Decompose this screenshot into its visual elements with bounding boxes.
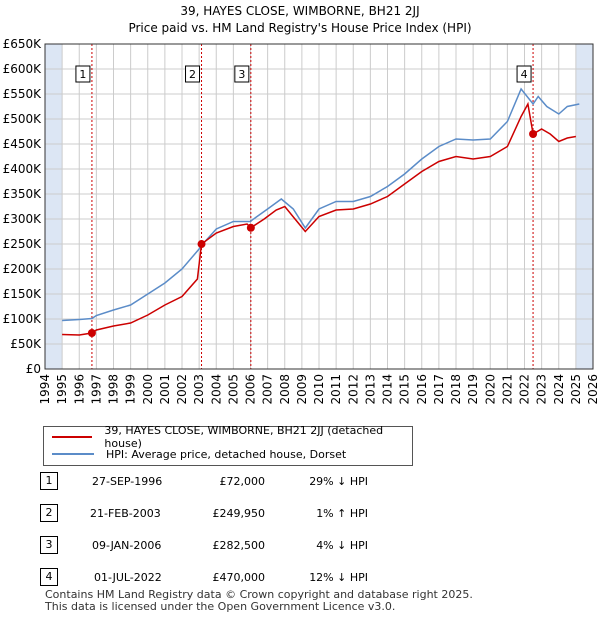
sale-date: 09-JAN-2006 xyxy=(92,539,162,552)
y-tick-label: £350K xyxy=(3,187,43,201)
footer-line-2: This data is licensed under the Open Gov… xyxy=(45,600,396,613)
sale-date: 21-FEB-2003 xyxy=(90,507,161,520)
x-tick-label: 2023 xyxy=(535,374,549,405)
sale-delta: 12% ↓ HPI xyxy=(309,571,368,584)
x-tick-label: 1997 xyxy=(89,374,103,405)
x-tick-label: 2020 xyxy=(483,374,497,405)
sale-delta: 1% ↑ HPI xyxy=(316,507,368,520)
x-tick-label: 1996 xyxy=(72,374,86,405)
footer-attribution: Contains HM Land Registry data © Crown c… xyxy=(45,589,473,613)
footer-line-1: Contains HM Land Registry data © Crown c… xyxy=(45,588,473,601)
y-tick-label: £150K xyxy=(3,287,43,301)
x-tick-label: 2016 xyxy=(415,374,429,405)
legend-item-hpi: HPI: Average price, detached house, Dors… xyxy=(52,446,346,462)
sale-label: 3 xyxy=(238,68,245,81)
x-tick-label: 2006 xyxy=(244,374,258,405)
y-tick-label: £250K xyxy=(3,237,43,251)
sale-point xyxy=(529,130,538,138)
y-tick-label: £650K xyxy=(3,37,43,51)
x-tick-label: 2003 xyxy=(192,374,206,405)
shaded-range xyxy=(45,44,63,369)
x-tick-label: 2001 xyxy=(158,374,172,405)
x-tick-label: 1998 xyxy=(107,374,121,405)
chart-legend: 39, HAYES CLOSE, WIMBORNE, BH21 2JJ (det… xyxy=(43,424,413,466)
x-tick-label: 2021 xyxy=(500,374,514,405)
sale-label: 2 xyxy=(189,68,196,81)
x-tick-label: 2024 xyxy=(552,374,566,405)
x-tick-label: 2009 xyxy=(295,374,309,405)
legend-label-hpi: HPI: Average price, detached house, Dors… xyxy=(106,447,347,461)
price-chart: 1 2 3 4 £0 £50K £100K £150K £200K £250K £300K £350K… xyxy=(3,37,600,405)
x-tick-label: 2012 xyxy=(346,374,360,405)
sale-point xyxy=(197,240,206,249)
x-tick-label: 2019 xyxy=(466,374,480,405)
x-tick-label: 2007 xyxy=(261,374,275,405)
y-tick-label: £400K xyxy=(3,162,43,176)
sale-price: £282,500 xyxy=(212,539,266,552)
sale-label-box xyxy=(75,65,91,83)
sale-price: £249,950 xyxy=(212,507,266,520)
property-line xyxy=(62,101,577,336)
chart-subtitle: Price paid vs. HM Land Registry's House … xyxy=(128,21,472,35)
y-tick-label: £600K xyxy=(3,62,43,76)
y-tick-label: £200K xyxy=(3,262,43,276)
sale-delta: 4% ↓ HPI xyxy=(316,539,368,552)
sale-number: 1 xyxy=(40,472,58,490)
sale-number: 3 xyxy=(40,536,58,554)
sale-number: 4 xyxy=(40,568,58,586)
y-tick-label: £450K xyxy=(3,137,43,151)
x-tick-label: 2011 xyxy=(329,374,343,405)
x-tick-label: 2025 xyxy=(569,374,583,405)
sale-point xyxy=(87,329,96,337)
sale-label: 1 xyxy=(79,68,86,81)
table-row: 3 09-JAN-2006 £282,500 4% ↓ HPI xyxy=(40,536,460,556)
x-tick-label: 2008 xyxy=(278,374,292,405)
chart-title: 39, HAYES CLOSE, WIMBORNE, BH21 2JJ xyxy=(180,4,420,18)
table-row: 1 27-SEP-1996 £72,000 29% ↓ HPI xyxy=(40,472,460,492)
y-tick-label: £50K xyxy=(10,337,42,351)
x-tick-label: 2013 xyxy=(363,374,377,405)
y-tick-label: £0 xyxy=(26,362,41,376)
x-tick-label: 2018 xyxy=(449,374,463,405)
sale-price: £470,000 xyxy=(212,571,266,584)
legend-swatch-property xyxy=(52,436,93,438)
x-tick-label: 2017 xyxy=(432,374,446,405)
sale-label-box xyxy=(516,65,532,83)
x-tick-label: 2002 xyxy=(175,374,189,405)
x-tick-label: 2015 xyxy=(398,374,412,405)
legend-swatch-hpi xyxy=(52,453,94,455)
sale-delta: 29% ↓ HPI xyxy=(309,475,368,488)
x-tick-label: 2005 xyxy=(226,374,240,405)
legend-label-property: 39, HAYES CLOSE, WIMBORNE, BH21 2JJ (det… xyxy=(104,424,384,450)
legend-item-property: 39, HAYES CLOSE, WIMBORNE, BH21 2JJ (det… xyxy=(52,424,412,450)
x-tick-label: 2010 xyxy=(312,374,326,405)
x-tick-label: 1995 xyxy=(55,374,69,405)
sale-label-box xyxy=(185,65,201,83)
x-tick-label: 2026 xyxy=(586,374,600,405)
sale-date: 27-SEP-1996 xyxy=(92,475,163,488)
table-row: 4 01-JUL-2022 £470,000 12% ↓ HPI xyxy=(40,568,460,588)
x-tick-label: 1994 xyxy=(38,374,52,405)
sale-label: 4 xyxy=(521,68,528,81)
shaded-range xyxy=(575,44,593,369)
x-tick-label: 2014 xyxy=(381,374,395,405)
x-tick-label: 1999 xyxy=(124,374,138,405)
plot-frame xyxy=(44,43,594,370)
sale-number: 2 xyxy=(40,504,58,522)
y-tick-label: £300K xyxy=(3,212,43,226)
sale-point xyxy=(246,223,255,232)
sale-price: £72,000 xyxy=(219,475,266,488)
table-row: 2 21-FEB-2003 £249,950 1% ↑ HPI xyxy=(40,504,460,524)
x-tick-label: 2000 xyxy=(141,374,155,405)
sale-date: 01-JUL-2022 xyxy=(94,571,162,584)
hpi-line xyxy=(62,87,580,322)
x-tick-label: 2004 xyxy=(209,374,223,405)
sale-label-box xyxy=(234,65,250,83)
x-tick-label: 2022 xyxy=(518,374,532,405)
y-tick-label: £550K xyxy=(3,87,43,101)
y-tick-label: £500K xyxy=(3,112,43,126)
y-tick-label: £100K xyxy=(3,312,43,326)
